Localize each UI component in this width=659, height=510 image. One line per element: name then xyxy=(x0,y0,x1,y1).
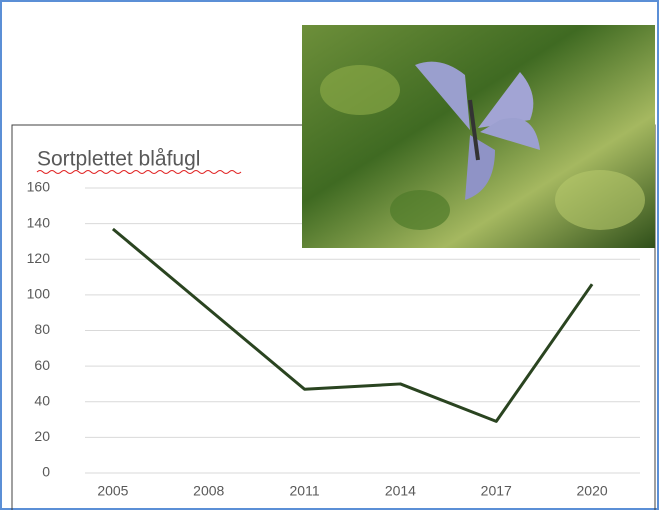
photo-leaf xyxy=(555,170,645,230)
y-tick-label: 20 xyxy=(34,428,50,444)
y-tick-label: 100 xyxy=(27,286,51,302)
y-tick-label: 40 xyxy=(34,392,50,408)
y-tick-label: 80 xyxy=(34,321,50,337)
y-tick-label: 0 xyxy=(42,464,50,480)
x-tick-label: 2008 xyxy=(193,483,224,499)
photo-leaf xyxy=(390,190,450,230)
x-tick-label: 2005 xyxy=(97,483,128,499)
photo xyxy=(302,25,655,248)
y-tick-label: 60 xyxy=(34,357,50,373)
photo-leaf xyxy=(320,65,400,115)
y-tick-label: 120 xyxy=(27,250,51,266)
x-tick-label: 2017 xyxy=(481,483,512,499)
chart: Sortplettet blåfugl 0 20 40 60 80 100 120 140 16… xyxy=(0,0,659,510)
x-tick-label: 2014 xyxy=(385,483,416,499)
x-tick-label: 2011 xyxy=(290,483,320,499)
x-tick-label: 2020 xyxy=(577,483,608,499)
y-tick-label: 160 xyxy=(27,179,51,195)
y-tick-label: 140 xyxy=(27,214,51,230)
chart-title: Sortplettet blåfugl xyxy=(37,148,200,171)
